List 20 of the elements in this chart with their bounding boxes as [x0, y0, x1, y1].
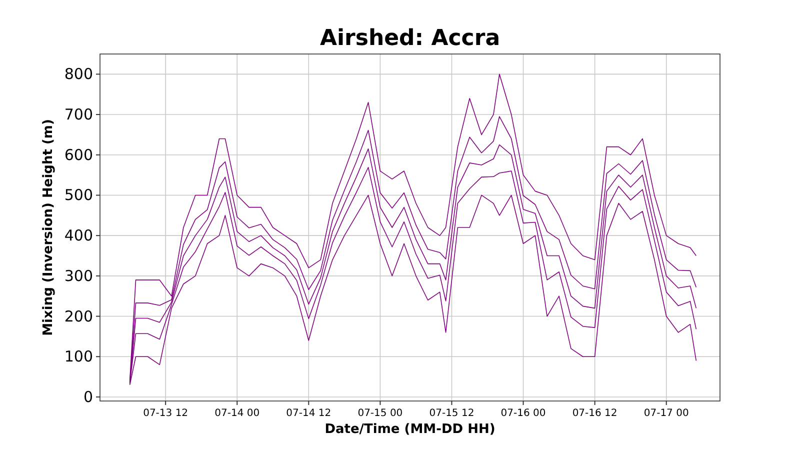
- x-tick-label: 07-15 12: [429, 408, 474, 419]
- y-tick-label: 100: [64, 348, 93, 366]
- x-tick-label: 07-14 00: [214, 408, 260, 419]
- x-tick-label: 07-15 00: [358, 408, 403, 419]
- y-tick-label: 400: [64, 226, 93, 245]
- y-tick-label: 200: [64, 307, 93, 326]
- x-tick-label: 07-16 12: [572, 408, 618, 419]
- x-tick-label: 07-16 00: [500, 408, 546, 419]
- x-tick-label: 07-17 00: [644, 408, 689, 419]
- y-tick-label: 0: [83, 388, 93, 406]
- y-tick-label: 700: [64, 106, 93, 124]
- y-tick-label: 600: [64, 146, 93, 164]
- x-tick-label: 07-13 12: [143, 408, 188, 419]
- y-axis-title: Mixing (Inversion) Height (m): [41, 119, 56, 336]
- chart-title: Airshed: Accra: [320, 26, 500, 51]
- y-tick-label: 800: [64, 65, 93, 84]
- x-axis-title: Date/Time (MM-DD HH): [324, 422, 496, 437]
- x-tick-label: 07-14 12: [286, 408, 332, 419]
- y-tick-label: 500: [64, 186, 93, 204]
- y-tick-label: 300: [64, 266, 93, 285]
